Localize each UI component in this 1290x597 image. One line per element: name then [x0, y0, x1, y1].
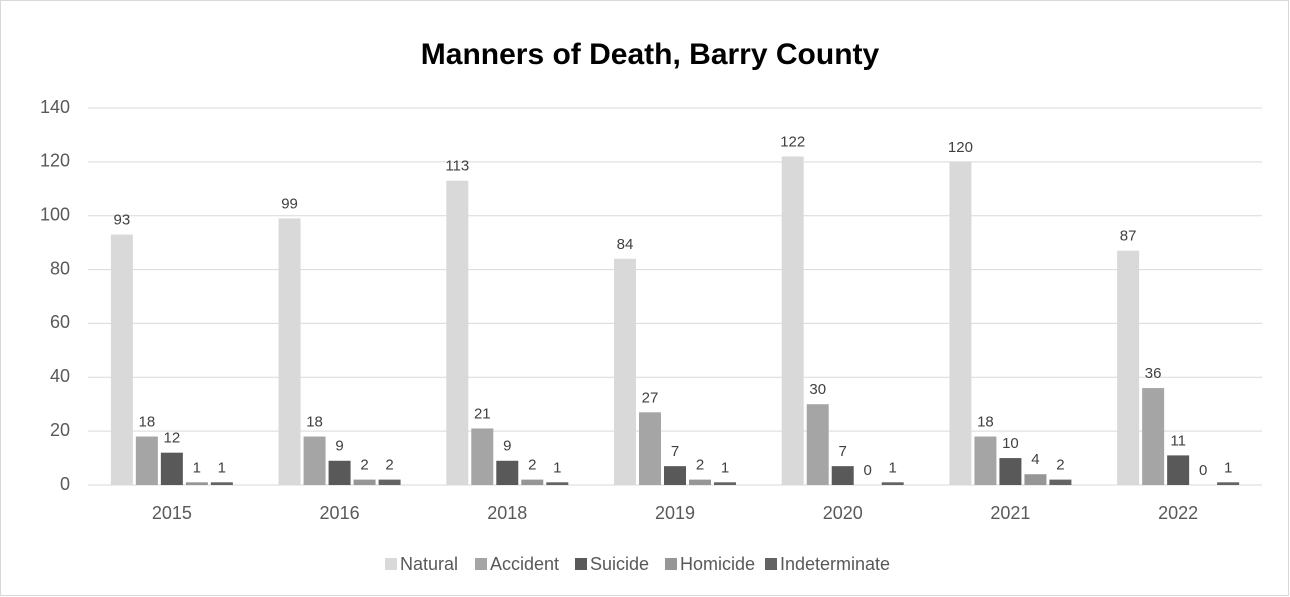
y-tick-label: 0 — [60, 474, 70, 494]
data-label: 18 — [139, 413, 156, 430]
data-label: 99 — [281, 195, 298, 212]
data-label: 12 — [164, 430, 181, 447]
data-label: 1 — [889, 459, 897, 476]
y-tick-label: 60 — [50, 312, 70, 332]
data-label: 0 — [864, 462, 872, 479]
legend-label: Accident — [490, 554, 559, 574]
y-tick-label: 40 — [50, 366, 70, 386]
bar — [1024, 474, 1047, 485]
data-label: 87 — [1120, 228, 1137, 245]
data-label: 113 — [445, 158, 469, 175]
data-label: 10 — [1002, 435, 1019, 452]
data-label: 30 — [809, 381, 826, 398]
data-label: 36 — [1145, 365, 1162, 382]
bar — [974, 436, 997, 485]
data-label: 2 — [360, 457, 368, 474]
data-label: 84 — [617, 236, 634, 253]
data-label: 27 — [642, 389, 659, 406]
data-label: 18 — [306, 413, 323, 430]
bar — [546, 482, 569, 485]
bar — [1117, 250, 1140, 485]
y-tick-label: 100 — [40, 204, 70, 224]
x-tick-label: 2021 — [990, 503, 1030, 523]
bar — [471, 428, 494, 485]
bar — [328, 460, 351, 485]
x-tick-label: 2018 — [487, 503, 527, 523]
x-tick-label: 2016 — [320, 503, 360, 523]
bar — [689, 479, 711, 485]
data-label: 1 — [193, 459, 201, 476]
legend-label: Suicide — [590, 554, 649, 574]
data-label: 2 — [696, 457, 704, 474]
bar — [353, 479, 376, 485]
x-tick-label: 2022 — [1158, 503, 1198, 523]
bar — [446, 180, 469, 485]
bar — [135, 436, 158, 485]
legend-swatch — [575, 558, 587, 570]
data-label: 122 — [780, 133, 805, 150]
data-label: 9 — [335, 438, 343, 455]
bar — [949, 161, 972, 485]
bar — [664, 466, 686, 485]
data-label: 9 — [503, 438, 511, 455]
bar — [210, 482, 233, 485]
bar — [999, 458, 1022, 485]
data-label: 93 — [114, 212, 131, 229]
bar — [110, 234, 133, 485]
y-tick-label: 80 — [50, 258, 70, 278]
data-label: 7 — [671, 443, 679, 460]
legend-swatch — [665, 558, 677, 570]
data-label: 120 — [948, 139, 973, 156]
bar — [303, 436, 326, 485]
bar — [714, 482, 736, 485]
bar — [831, 466, 854, 485]
data-label: 1 — [553, 459, 561, 476]
bar — [1167, 455, 1190, 485]
bar — [1049, 479, 1072, 485]
data-label: 4 — [1031, 451, 1039, 468]
bar — [185, 482, 208, 485]
bar — [160, 452, 183, 485]
data-label: 1 — [721, 459, 729, 476]
data-label: 2 — [528, 457, 536, 474]
data-label: 2 — [385, 457, 393, 474]
y-tick-label: 140 — [40, 97, 70, 117]
data-label: 18 — [977, 413, 994, 430]
bar — [806, 404, 829, 485]
legend-label: Homicide — [680, 554, 755, 574]
bar — [1217, 482, 1240, 485]
bar — [639, 412, 661, 485]
x-tick-label: 2020 — [823, 503, 863, 523]
y-tick-label: 120 — [40, 151, 70, 171]
data-label: 2 — [1056, 457, 1064, 474]
data-label: 0 — [1199, 462, 1207, 479]
y-tick-label: 20 — [50, 420, 70, 440]
bar — [378, 479, 401, 485]
legend-label: Indeterminate — [780, 554, 890, 574]
data-label: 1 — [1224, 459, 1232, 476]
legend-label: Natural — [400, 554, 458, 574]
bar — [1142, 388, 1165, 485]
data-label: 21 — [474, 405, 491, 422]
data-label: 7 — [839, 443, 847, 460]
bar — [496, 460, 519, 485]
x-tick-label: 2019 — [655, 503, 695, 523]
legend-swatch — [475, 558, 487, 570]
data-label: 1 — [218, 459, 226, 476]
legend-swatch — [765, 558, 777, 570]
x-tick-label: 2015 — [152, 503, 192, 523]
bar — [881, 482, 904, 485]
bar — [521, 479, 544, 485]
legend-swatch — [385, 558, 397, 570]
chart-title: Manners of Death, Barry County — [421, 38, 880, 71]
bar — [614, 258, 636, 485]
bar — [278, 218, 301, 485]
data-label: 11 — [1170, 432, 1186, 449]
bar — [781, 156, 804, 485]
